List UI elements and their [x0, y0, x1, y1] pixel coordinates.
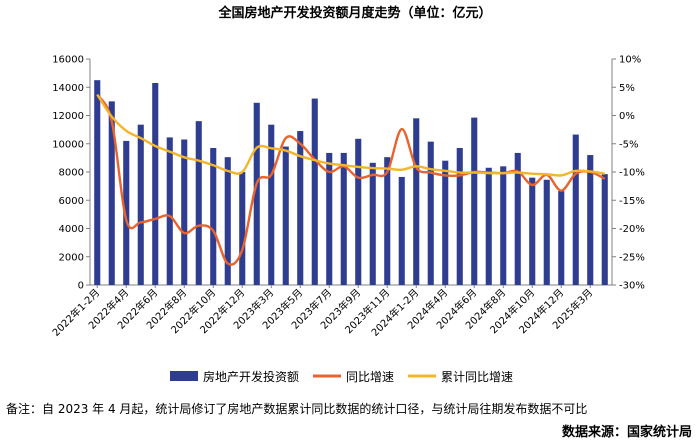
bar: [152, 83, 159, 285]
bar: [572, 134, 579, 285]
bar: [166, 137, 173, 285]
bar: [442, 160, 449, 285]
bar: [268, 124, 275, 286]
bar: [239, 172, 246, 285]
bar: [398, 176, 405, 285]
bar: [224, 157, 231, 285]
yoy-growth-line: [96, 93, 606, 266]
bar: [587, 155, 594, 285]
left-tick-label: 12000: [52, 111, 84, 122]
bar: [384, 157, 391, 285]
left-tick-label: 16000: [52, 55, 84, 66]
bar: [355, 138, 362, 285]
bar: [369, 162, 376, 285]
bar: [210, 147, 217, 285]
right-tick-label: -10%: [619, 168, 645, 179]
data-source: 数据来源：国家统计局: [561, 425, 692, 440]
bar: [326, 152, 333, 285]
footnote: 备注：自 2023 年 4 月起，统计局修订了房地产数据累计同比数据的统计口径，…: [6, 402, 588, 416]
left-tick-label: 8000: [59, 168, 84, 179]
left-tick-label: 2000: [59, 252, 84, 263]
bar: [514, 152, 521, 285]
bar: [427, 141, 434, 285]
right-tick-label: -5%: [619, 139, 638, 150]
bar: [311, 98, 318, 285]
bar: [456, 147, 463, 285]
bar: [108, 101, 115, 285]
bar: [94, 80, 101, 285]
right-tick-label: 0%: [619, 111, 635, 122]
cumulative-yoy-growth-line: [96, 93, 605, 177]
bar: [485, 167, 492, 285]
bar: [543, 179, 550, 285]
right-tick-label: -25%: [619, 252, 645, 263]
chart-title: 全国房地产开发投资额月度走势（单位：亿元）: [217, 5, 491, 21]
left-tick-label: 10000: [52, 139, 84, 150]
legend-label: 同比增速: [346, 370, 394, 384]
bar: [500, 166, 507, 285]
bar: [471, 117, 478, 286]
right-tick-label: -20%: [619, 224, 645, 235]
bar: [137, 124, 144, 286]
right-tick-label: 10%: [619, 55, 641, 66]
bar: [529, 177, 536, 285]
plot-area: 0 2000 4000 6000 8000 10000 12000 14000 16000 -30…: [49, 55, 644, 385]
right-tick-label: 5%: [619, 83, 635, 94]
bar: [282, 146, 289, 285]
bar: [558, 191, 565, 285]
bar: [123, 140, 130, 285]
legend-swatch: [170, 371, 198, 381]
legend-label: 房地产开发投资额: [203, 369, 299, 384]
bar: [340, 152, 347, 285]
left-tick-label: 0: [78, 281, 84, 292]
right-tick-label: -15%: [619, 196, 645, 207]
left-tick-label: 6000: [59, 196, 84, 207]
legend-label: 累计同比增速: [441, 370, 513, 384]
bar: [195, 121, 202, 286]
left-tick-label: 4000: [59, 224, 84, 235]
right-tick-label: -30%: [619, 281, 645, 292]
bar: [181, 139, 188, 285]
bar: [297, 131, 304, 285]
bar: [413, 118, 420, 285]
left-tick-label: 14000: [52, 83, 84, 94]
bar: [253, 102, 260, 285]
bar: [601, 174, 608, 285]
